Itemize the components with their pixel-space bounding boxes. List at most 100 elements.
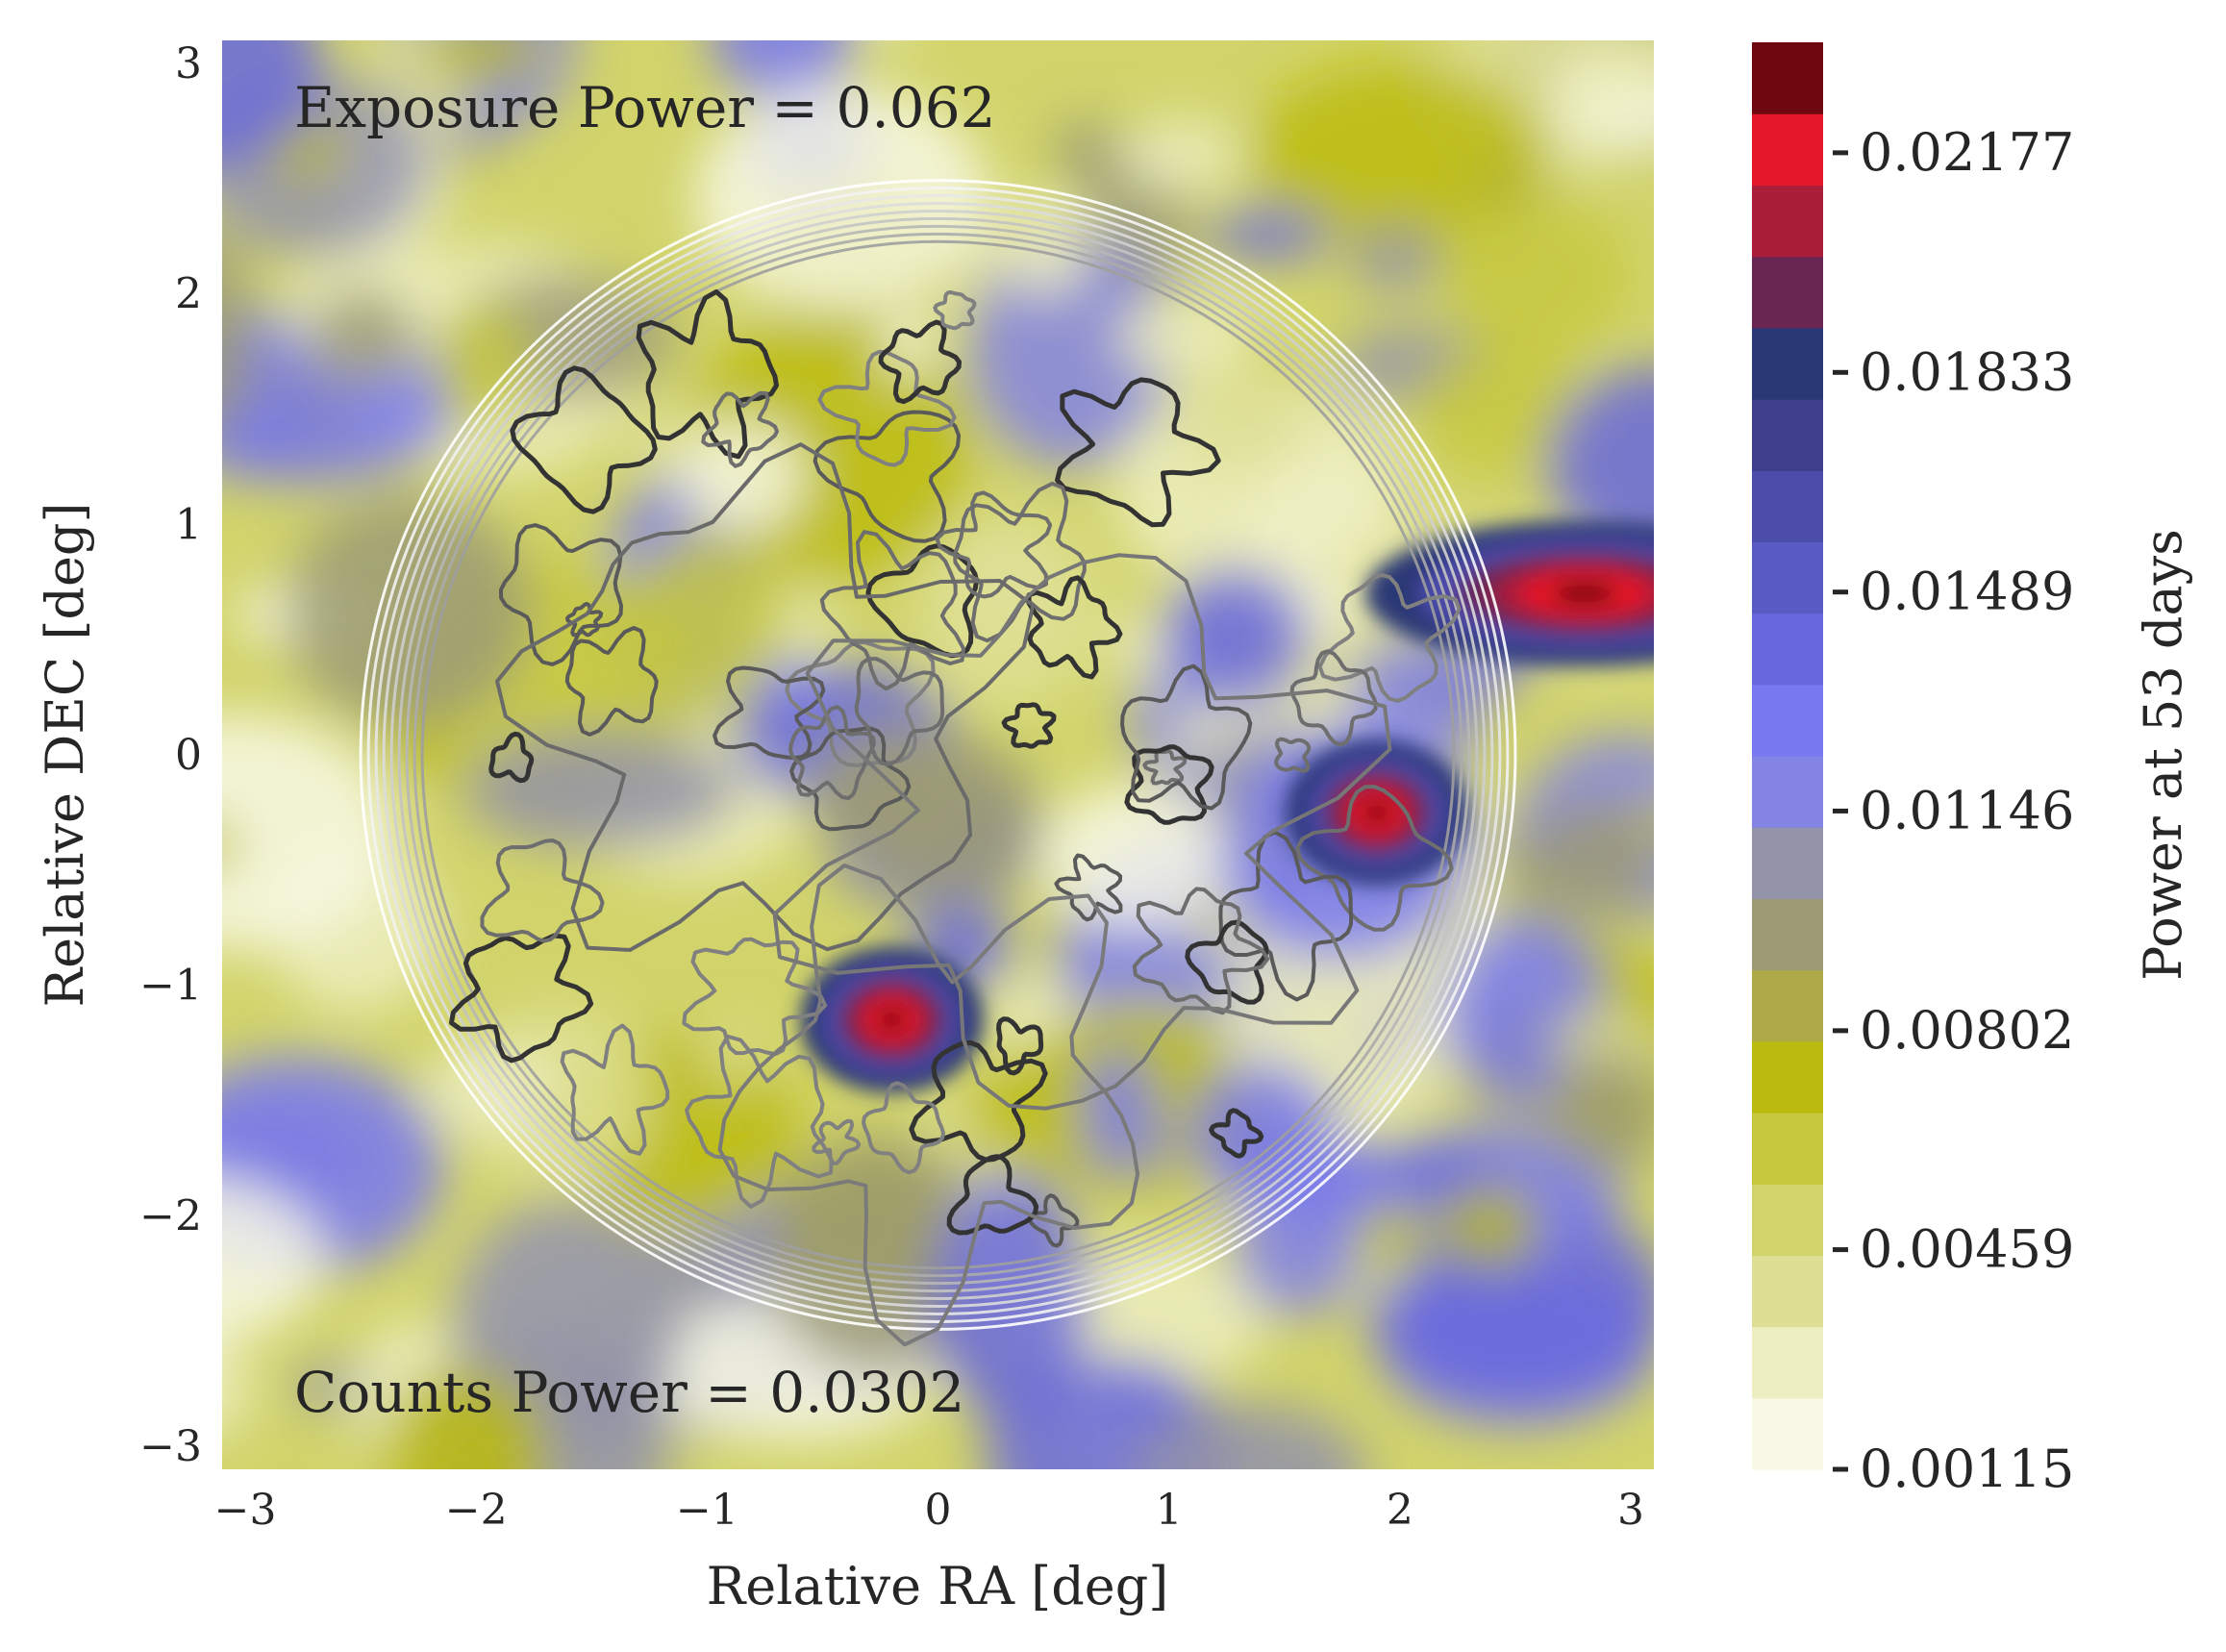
counts-contour — [510, 365, 658, 514]
colorbar-tick-label: 0.01833 — [1860, 341, 2074, 402]
counts-power-annotation: Counts Power = 0.0302 — [294, 1360, 964, 1425]
counts-contour — [1124, 744, 1214, 825]
counts-contour — [1132, 887, 1270, 1015]
counts-contour — [499, 523, 623, 666]
counts-contours — [449, 288, 1462, 1347]
counts-contour — [1218, 830, 1354, 1002]
colorbar-tick-label: 0.00802 — [1860, 1000, 2074, 1061]
field-blob — [1553, 1045, 1654, 1177]
counts-contour — [564, 626, 659, 737]
field-blob — [677, 419, 806, 534]
x-tick-label: 3 — [1617, 1486, 1644, 1535]
y-tick-label: 2 — [175, 270, 202, 319]
counts-contour — [488, 731, 535, 784]
x-tick-label: 1 — [1156, 1486, 1183, 1535]
colorbar-level — [1752, 1255, 1823, 1328]
y-axis-label: Relative DEC [deg] — [35, 502, 95, 1007]
colorbar-tick-label: 0.02177 — [1860, 122, 2074, 183]
counts-contour — [636, 288, 779, 460]
colorbar-level — [1752, 42, 1823, 114]
colorbar-level — [1752, 399, 1823, 471]
field-blob — [1547, 366, 1654, 564]
hotspot-level — [1552, 583, 1617, 605]
field-blob — [1640, 799, 1654, 835]
counts-contour — [933, 290, 977, 331]
field-blob — [703, 1024, 760, 1086]
field-blob — [222, 238, 253, 428]
field-blob — [238, 408, 288, 459]
y-axis-ticks: −3 −2 −1 0 1 2 3 — [139, 39, 202, 1471]
field-blob — [1412, 345, 1592, 474]
colorbar-level — [1752, 827, 1823, 899]
exposure-contour — [374, 194, 1502, 1315]
counts-contour — [682, 937, 828, 1057]
exposure-contour — [366, 187, 1510, 1323]
field-blob — [265, 128, 349, 176]
field-blob — [422, 40, 554, 81]
colorbar-level — [1752, 684, 1823, 757]
counts-contour — [560, 1023, 670, 1156]
exposure-power-annotation: Exposure Power = 0.062 — [294, 75, 996, 140]
x-tick-label: −3 — [214, 1486, 277, 1535]
colorbar-level — [1752, 185, 1823, 258]
counts-contour — [1055, 377, 1221, 528]
colorbar-tick-label: 0.01146 — [1860, 780, 2074, 840]
field-blob — [286, 495, 532, 730]
colorbar-level — [1752, 113, 1823, 186]
colorbar-level — [1752, 1040, 1823, 1114]
colorbar-tick-label: 0.01489 — [1860, 562, 2074, 622]
colorbar-level — [1752, 1326, 1823, 1399]
colorbar-level — [1752, 1113, 1823, 1185]
counts-contour — [1026, 575, 1123, 680]
counts-contour — [946, 1154, 1039, 1236]
colorbar-level — [1752, 327, 1823, 400]
x-axis-ticks: −3 −2 −1 0 1 2 3 — [214, 1486, 1644, 1535]
field-blob — [1190, 1062, 1338, 1202]
counts-contour — [953, 481, 1087, 643]
counts-contour — [785, 640, 936, 767]
colorbar — [1752, 42, 1823, 1470]
colorbar-ticks: 0.00115 0.00459 0.00802 0.01146 0.01489 0.018… — [1833, 122, 2074, 1499]
field-blob — [1532, 796, 1654, 919]
field-blob — [434, 297, 532, 436]
x-tick-label: 0 — [925, 1486, 952, 1535]
field-blob — [310, 288, 418, 383]
field-blob — [1208, 209, 1331, 261]
counts-contour — [1317, 572, 1462, 703]
counts-contour — [1120, 663, 1253, 811]
field-blob — [883, 306, 936, 381]
field-blob — [1131, 1403, 1367, 1469]
counts-contour — [854, 657, 945, 766]
x-axis-label: Relative RA [deg] — [707, 1556, 1169, 1616]
counts-contour — [1289, 649, 1378, 747]
colorbar-level — [1752, 969, 1823, 1042]
counts-contour — [717, 864, 1140, 1347]
counts-contour — [1142, 749, 1188, 786]
field-blob — [222, 1178, 326, 1343]
counts-contour — [909, 1039, 1048, 1163]
x-tick-label: −2 — [445, 1486, 508, 1535]
colorbar-tick-label: 0.00115 — [1860, 1439, 2074, 1499]
field-blob — [1247, 62, 1548, 258]
field-blob — [807, 721, 988, 864]
x-tick-label: −1 — [676, 1486, 738, 1535]
colorbar-level — [1752, 756, 1823, 828]
y-tick-label: 1 — [175, 500, 202, 549]
counts-contour — [817, 349, 957, 467]
counts-contour — [862, 1081, 945, 1175]
counts-contour — [1274, 737, 1312, 773]
y-tick-label: 3 — [175, 39, 202, 88]
counts-contour — [480, 839, 605, 943]
field-blob — [1552, 48, 1653, 134]
hotspot — [1365, 520, 1654, 667]
field-blob — [1056, 117, 1115, 188]
field-blob — [1350, 227, 1439, 292]
colorbar-level — [1752, 256, 1823, 329]
counts-contour — [1185, 919, 1269, 1005]
field-blob — [1352, 1200, 1434, 1274]
counts-contour — [996, 1016, 1044, 1076]
colorbar-tick-label: 0.00459 — [1860, 1219, 2074, 1280]
field-blob — [383, 723, 453, 779]
field-blob — [222, 713, 398, 952]
